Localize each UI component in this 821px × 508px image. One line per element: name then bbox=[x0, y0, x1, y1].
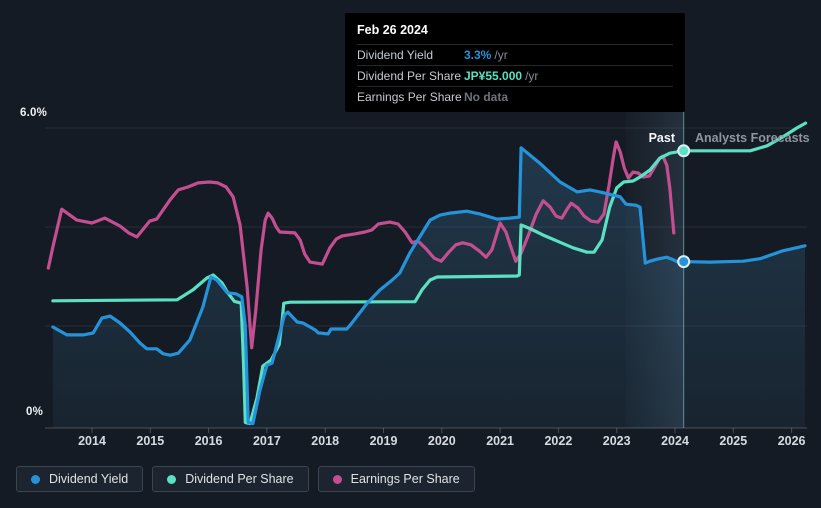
y-axis-label-min: 0% bbox=[26, 406, 44, 418]
tooltip-row-unit: /yr bbox=[525, 69, 539, 83]
tooltip-rows: Dividend Yield 3.3%/yr Dividend Per Share J… bbox=[357, 44, 673, 107]
x-axis-label: 2024 bbox=[661, 434, 689, 448]
x-axis-label: 2020 bbox=[427, 434, 456, 448]
x-axis-label: 2018 bbox=[311, 434, 340, 448]
dividend-yield-today-dot bbox=[677, 255, 691, 269]
forecast-zone-label: Analysts Forecasts bbox=[695, 131, 810, 145]
tooltip-row-value: 3.3% bbox=[464, 48, 492, 62]
x-axis-label: 2019 bbox=[369, 434, 398, 448]
past-zone-label: Past bbox=[648, 131, 675, 145]
x-axis-label: 2014 bbox=[78, 434, 106, 448]
dividend-yield-area bbox=[52, 147, 805, 429]
y-axis-label-max: 6.0% bbox=[20, 107, 48, 119]
legend-label: Dividend Per Share bbox=[185, 472, 294, 486]
tooltip-row: Dividend Per Share JP¥55.000/yr bbox=[357, 65, 673, 86]
legend-chip-dividend-yield[interactable]: Dividend Yield bbox=[16, 466, 144, 492]
legend-label: Dividend Yield bbox=[49, 472, 129, 486]
x-axis-label: 2017 bbox=[252, 434, 281, 448]
tooltip-row: Dividend Yield 3.3%/yr bbox=[357, 44, 673, 65]
x-axis-label: 2022 bbox=[544, 434, 573, 448]
legend-dot bbox=[167, 474, 177, 484]
legend-dot bbox=[332, 474, 342, 484]
x-axis-label: 2026 bbox=[777, 434, 806, 448]
x-axis-label: 2016 bbox=[194, 434, 223, 448]
legend-label: Earnings Per Share bbox=[350, 472, 460, 486]
dividend-per-share-line bbox=[51, 121, 808, 426]
dividend-per-share-today-dot bbox=[677, 144, 691, 158]
dividend-yield-line bbox=[51, 146, 807, 426]
legend-chip-earnings-per-share[interactable]: Earnings Per Share bbox=[317, 466, 475, 492]
x-axis-label: 2023 bbox=[602, 434, 631, 448]
chart-tooltip: Feb 26 2024 Dividend Yield 3.3%/yr Dividen… bbox=[345, 13, 685, 112]
legend-dot bbox=[31, 474, 40, 484]
x-axis-label: 2021 bbox=[486, 434, 514, 448]
tooltip-row-unit: /yr bbox=[494, 48, 508, 62]
tooltip-row-value: JP¥55.000 bbox=[464, 69, 523, 83]
tooltip-row: Earnings Per Share No data bbox=[357, 86, 673, 107]
tooltip-row-label: Dividend Yield bbox=[357, 48, 434, 62]
tooltip-row-label: Earnings Per Share bbox=[357, 90, 462, 104]
tooltip-row-value: No data bbox=[464, 90, 509, 104]
tooltip-row-label: Dividend Per Share bbox=[357, 69, 462, 83]
x-axis: 2014 2015 2016 2017 2018 2019 2020 2021 2022 2023… bbox=[0, 434, 821, 450]
x-axis-label: 2025 bbox=[719, 434, 748, 448]
chart-legend: Dividend Yield Dividend Per Share Earnings… bbox=[16, 466, 475, 492]
x-axis-label: 2015 bbox=[136, 434, 165, 448]
tooltip-date: Feb 26 2024 bbox=[357, 23, 428, 37]
legend-chip-dividend-per-share[interactable]: Dividend Per Share bbox=[152, 466, 309, 492]
